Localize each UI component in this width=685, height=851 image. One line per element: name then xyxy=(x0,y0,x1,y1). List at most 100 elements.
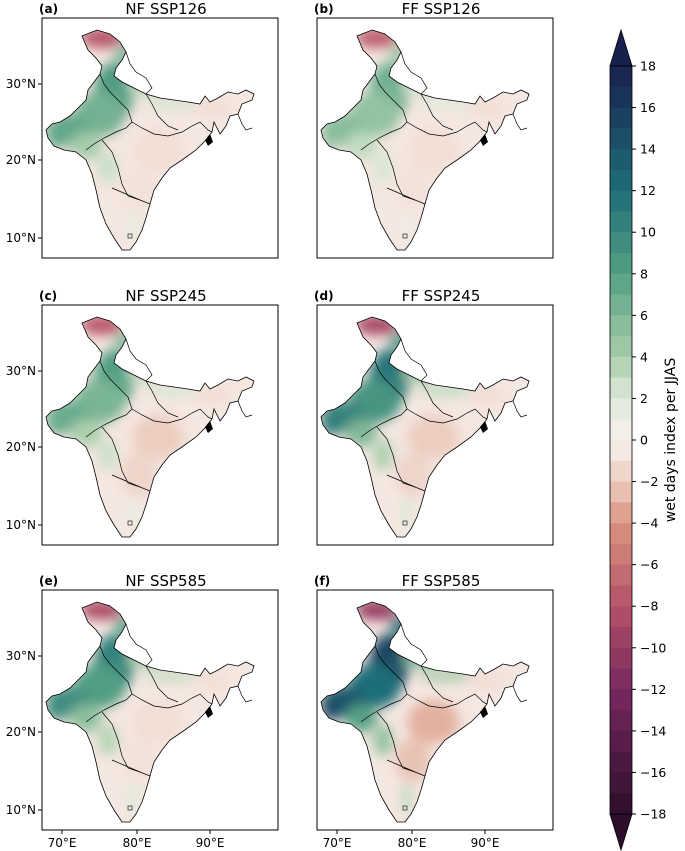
panel-a-region-border-3 xyxy=(145,93,179,131)
panel-e-anomaly-12 xyxy=(192,670,232,690)
colorbar-band-21 xyxy=(610,502,632,524)
panel-d-region-border-3 xyxy=(420,380,454,418)
panel-c-region-border-5 xyxy=(111,474,141,488)
panel-b-anomaly-12 xyxy=(467,98,507,118)
colorbar-tick-label-0: 18 xyxy=(640,59,656,74)
panel-f-anomaly-4 xyxy=(345,704,377,732)
panel-d: (d) FF SSP245 xyxy=(314,287,554,546)
panel-b-region-border-0 xyxy=(400,51,428,95)
panel-e-frame xyxy=(41,589,279,831)
colorbar-tick-label-9: 0 xyxy=(640,433,648,448)
colorbar-band-30 xyxy=(610,689,632,711)
panel-e-region-border-0 xyxy=(125,623,153,667)
panel-c-ytick-label-2: 10°N xyxy=(6,518,36,532)
panel-d-coastline xyxy=(320,316,530,538)
panel-e-letter: (e) xyxy=(39,574,58,588)
colorbar-tick-label-1: 16 xyxy=(640,100,656,115)
panel-c-letter: (c) xyxy=(39,289,57,303)
colorbar-band-2 xyxy=(610,107,632,129)
colorbar-tick-label-3: 12 xyxy=(640,183,656,198)
colorbar-tick-label-13: −8 xyxy=(640,599,658,614)
panel-c-india-outline xyxy=(45,316,255,538)
panel-d-region-border-0 xyxy=(400,338,428,382)
panel-a-region-border-6 xyxy=(237,113,253,131)
panel-f-frame xyxy=(316,589,554,831)
colorbar-band-10 xyxy=(610,273,632,296)
panel-f-region-border-0 xyxy=(400,623,428,667)
colorbar-band-19 xyxy=(610,460,632,483)
colorbar-band-20 xyxy=(610,481,632,503)
panel-a-region-border-5 xyxy=(111,187,141,201)
panel-b-anomaly-11 xyxy=(395,166,431,210)
colorbar-band-6 xyxy=(610,190,632,212)
panel-c-dark-patch xyxy=(205,421,213,433)
panel-e-anomaly-10 xyxy=(132,700,184,744)
panel-c-frame xyxy=(41,304,279,546)
colorbar-band-3 xyxy=(610,128,632,150)
colorbar-extend-bottom xyxy=(609,813,633,851)
colorbar-band-17 xyxy=(610,419,632,441)
panel-f-title: FF SSP585 xyxy=(402,572,481,590)
panel-c-region-border-3 xyxy=(145,380,179,418)
panel-d-anomaly-4 xyxy=(345,419,377,447)
panel-b-region-border-2 xyxy=(406,121,488,137)
panel-e-region-border-6 xyxy=(237,685,253,703)
colorbar-band-22 xyxy=(610,523,632,545)
panel-c-anomaly-10 xyxy=(132,415,184,459)
panel-a-title: NF SSP126 xyxy=(125,0,206,18)
panel-e-ytick-label-0: 30°N xyxy=(6,649,36,663)
panel-c: (c) NF SSP245 30°N 20°N 10°N xyxy=(6,287,279,546)
colorbar-extend-top xyxy=(609,28,633,67)
colorbar-band-14 xyxy=(610,356,632,379)
colorbar-band-32 xyxy=(610,730,632,753)
panel-d-anomaly-11 xyxy=(395,453,431,497)
colorbar-band-15 xyxy=(610,377,632,399)
panel-b-field xyxy=(321,30,529,250)
colorbar-band-8 xyxy=(610,232,632,254)
colorbar-tick-label-8: 2 xyxy=(640,391,648,406)
panel-c-island xyxy=(127,520,133,526)
panel-d-region-border-2 xyxy=(406,408,488,424)
panel-d-title: FF SSP245 xyxy=(402,287,481,305)
panel-a: (a) NF SSP126 30°N 20°N 10°N xyxy=(6,0,279,259)
panel-a-region-border-2 xyxy=(131,121,213,137)
colorbar-band-27 xyxy=(610,627,632,649)
colorbar-tick-label-7: 4 xyxy=(640,349,648,364)
panel-e-island xyxy=(127,805,133,811)
colorbar-tick-label-14: −10 xyxy=(640,640,666,655)
panel-f-coastline xyxy=(320,601,530,823)
colorbar-band-28 xyxy=(610,647,632,670)
panel-e-xtick-label-1: 80°E xyxy=(123,836,152,850)
panel-e: (e) NF SSP585 30°N 20°N 10°N 70°E 80°E 90°E xyxy=(6,572,279,850)
panel-e-xtick-label-2: 90°E xyxy=(196,836,225,850)
panel-c-ytick-label-1: 20°N xyxy=(6,440,36,454)
panel-a-frame xyxy=(41,17,279,259)
panel-b-coastline xyxy=(320,29,530,251)
colorbar-band-4 xyxy=(610,149,632,171)
panel-d-anomaly-10 xyxy=(407,415,459,459)
panel-f-xtick-label-1: 80°E xyxy=(398,836,427,850)
panel-e-xtick-label-0: 70°E xyxy=(48,836,77,850)
panel-b-letter: (b) xyxy=(314,2,334,16)
panel-e-coastline xyxy=(45,601,255,823)
panel-e-region-border-5 xyxy=(111,759,141,773)
colorbar-tick-label-4: 10 xyxy=(640,225,656,240)
panel-e-ytick-label-2: 10°N xyxy=(6,803,36,817)
panel-e-dark-patch xyxy=(205,706,213,718)
colorbar-band-26 xyxy=(610,606,632,628)
panel-a-anomaly-12 xyxy=(192,98,232,118)
colorbar-tick-label-15: −12 xyxy=(640,682,666,697)
colorbar-tick-label-6: 6 xyxy=(640,308,648,323)
panel-e-india-outline xyxy=(45,601,255,823)
colorbar-tick-label-11: −4 xyxy=(640,516,658,531)
colorbar-band-29 xyxy=(610,668,632,690)
panel-d-region-border-6 xyxy=(512,400,528,418)
panel-e-anomaly-4 xyxy=(70,704,102,732)
panel-b-region-border-3 xyxy=(420,93,454,131)
panel-c-coastline xyxy=(45,316,255,538)
panel-c-region-border-6 xyxy=(237,400,253,418)
panel-a-anomaly-4 xyxy=(70,132,102,160)
panel-b-region-border-5 xyxy=(386,187,416,201)
panel-a-coastline xyxy=(45,29,255,251)
panel-c-ytick-label-0: 30°N xyxy=(6,364,36,378)
